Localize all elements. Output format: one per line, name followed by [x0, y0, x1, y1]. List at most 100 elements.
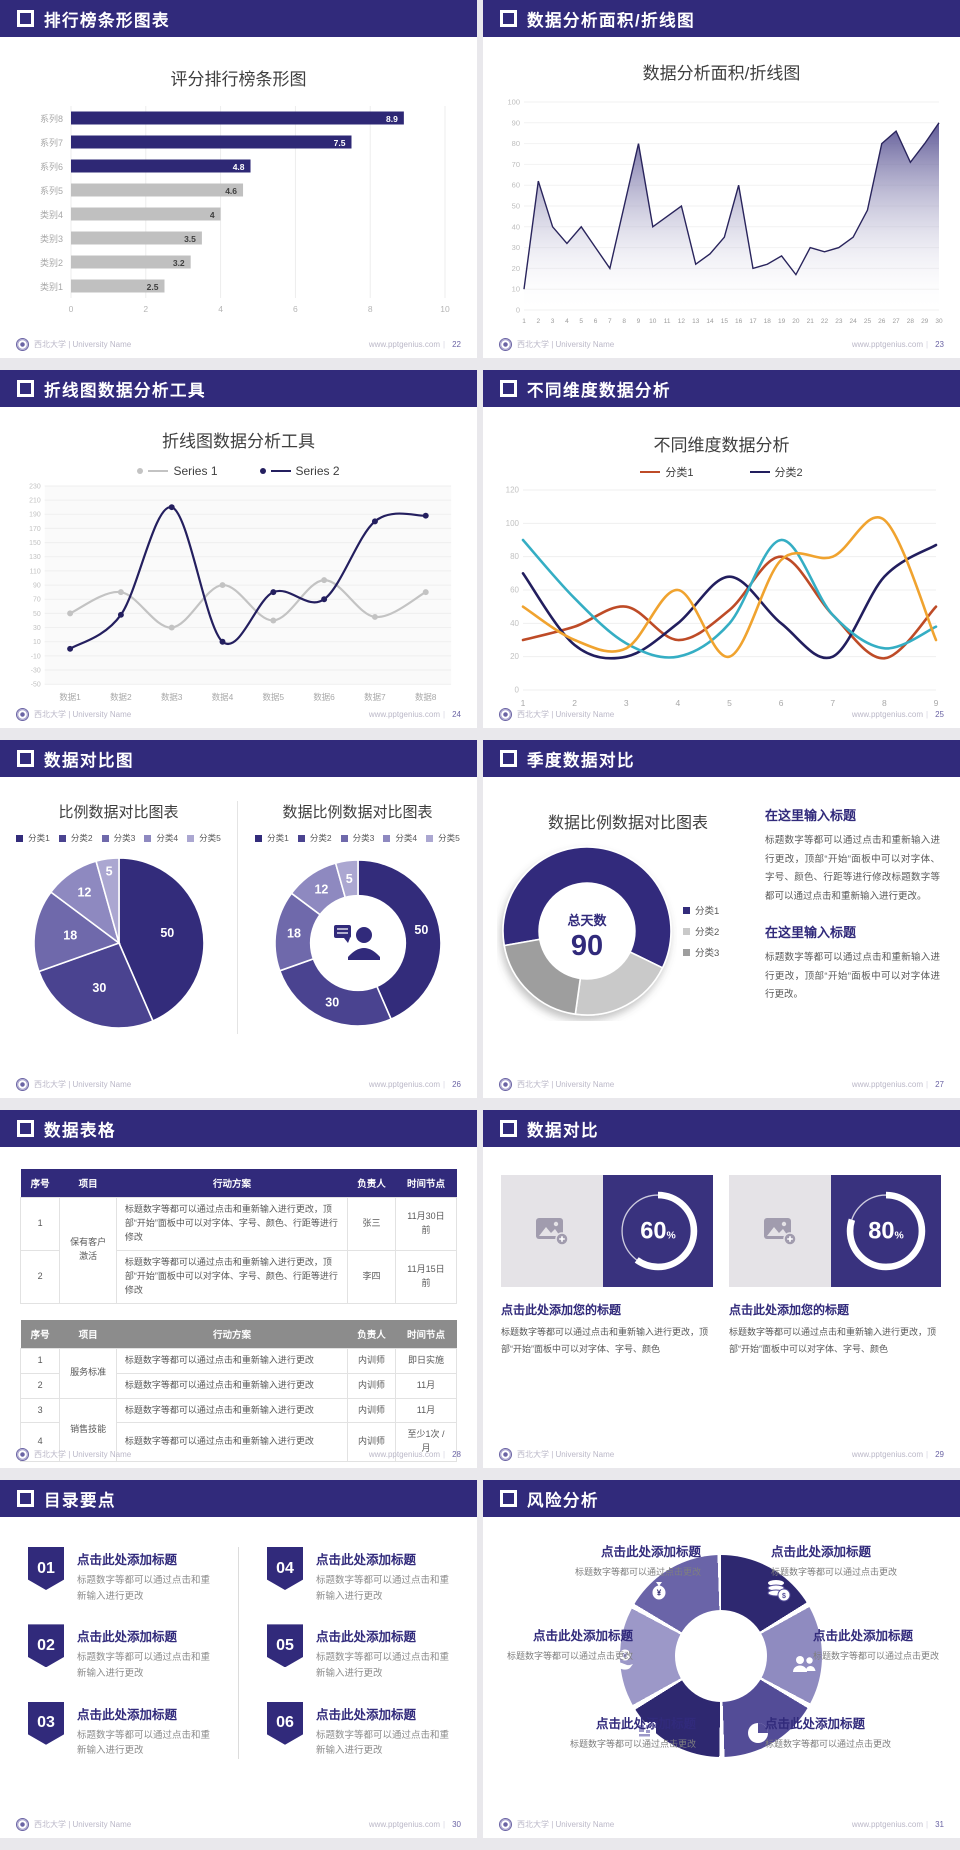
svg-text:-50: -50 — [30, 682, 40, 689]
slide-header-title: 不同维度数据分析 — [527, 381, 671, 400]
website: www.pptgenius.com — [851, 1820, 924, 1829]
slide-area-line[interactable]: 数据分析面积/折线图 数据分析面积/折线图 0 10 20 30 40 50 60 70 80 9… — [483, 0, 960, 358]
block-title: 在这里输入标题 — [765, 925, 857, 941]
slide-header-title: 折线图数据分析工具 — [44, 381, 206, 400]
slide-footer: 西北大学 | University Name www.pptgenius.com… — [0, 1448, 477, 1461]
svg-text:150: 150 — [29, 540, 41, 547]
svg-text:8: 8 — [882, 698, 887, 708]
slide-bar-ranking[interactable]: 排行榜条形图表 评分排行榜条形图 0 2 4 6 8 10 系列8 8.9 系列7 7.5 系列6 4… — [0, 0, 477, 358]
table-gray: 序号 项目 行动方案 负责人 时间节点 1 服务标准 标题数字等都可以通过点击和… — [19, 1319, 458, 1463]
page-number: 27 — [935, 1080, 944, 1089]
risk-item: 点击此处添加标题 标题数字等都可以通过点击更改 — [765, 1717, 892, 1749]
risk-item: 点击此处添加标题 标题数字等都可以通过点击更改 — [771, 1545, 898, 1577]
svg-text:¥: ¥ — [623, 1651, 628, 1660]
slide-header-title: 数据对比图 — [44, 751, 134, 770]
svg-text:30: 30 — [935, 318, 943, 325]
page-number: 22 — [452, 340, 461, 349]
slide-multi-dimension[interactable]: 不同维度数据分析 不同维度数据分析 分类1 分类2 120 100 80 60 40 20… — [483, 370, 960, 728]
pie-chart-icon — [748, 1723, 768, 1743]
svg-text:100: 100 — [505, 519, 519, 528]
svg-text:4: 4 — [209, 210, 214, 220]
slide-quarterly-comparison[interactable]: 季度数据对比 数据比例数据对比图表 总天数 90 分类1 分类2 分类3 在这里输… — [483, 740, 960, 1098]
svg-text:3: 3 — [550, 318, 554, 325]
donut-panel: 数据比例数据对比图表 总天数 90 分类1 分类2 分类3 — [497, 791, 759, 1021]
svg-text:12: 12 — [314, 883, 328, 897]
number-badge: 01 — [28, 1547, 64, 1590]
pie-chart: 50 30 18 12 5 — [32, 857, 205, 1029]
slide-line-tool[interactable]: 折线图数据分析工具 折线图数据分析工具 Series 1 Series 2 23… — [0, 370, 477, 728]
svg-text:17: 17 — [749, 318, 757, 325]
svg-text:数据7: 数据7 — [364, 692, 386, 702]
svg-text:29: 29 — [921, 318, 929, 325]
university-logo — [16, 1818, 29, 1831]
slide-header-bar: 数据表格 — [0, 1110, 477, 1147]
svg-text:4: 4 — [675, 698, 680, 708]
table-row: 1 保有客户激活 标题数字等都可以通过点击和重新输入进行更改，顶部“开始”面板中… — [19, 1197, 458, 1304]
svg-text:18: 18 — [763, 318, 771, 325]
image-placeholder — [729, 1175, 831, 1287]
slide-pie-comparison[interactable]: 数据对比图 比例数据对比图表 分类1 分类2 分类3 分类4 分类5 50 30 1… — [0, 740, 477, 1098]
svg-text:40: 40 — [510, 619, 519, 628]
svg-text:数据1: 数据1 — [59, 692, 81, 702]
square-bullet-icon — [17, 10, 34, 27]
svg-text:$: $ — [782, 1593, 786, 1600]
table-row: 1 服务标准 标题数字等都可以通过点击和重新输入进行更改 内训师 即日实施 — [19, 1347, 458, 1399]
slide-header-bar: 风险分析 — [483, 1480, 960, 1517]
compare-card: 60% 点击此处添加您的标题 标题数字等都可以通过点击和重新输入进行更改，顶部“… — [501, 1175, 713, 1358]
svg-text:50: 50 — [511, 202, 519, 211]
slide-data-contrast[interactable]: 数据对比 60% — [483, 1110, 960, 1468]
series1-marker — [137, 468, 144, 474]
slide-risk-analysis[interactable]: 风险分析 ¥ $ — [483, 1480, 960, 1838]
slide-header-bar: 数据对比图 — [0, 740, 477, 777]
toc-item: 03 点击此处添加标题 标题数字等都可以通过点击和重新输入进行更改 — [28, 1701, 218, 1759]
svg-text:¥: ¥ — [657, 1589, 662, 1598]
svg-text:90: 90 — [571, 930, 603, 962]
risk-item: 点击此处添加标题 标题数字等都可以通过点击更改 — [813, 1629, 940, 1661]
svg-text:3: 3 — [623, 698, 628, 708]
page-number: 26 — [452, 1080, 461, 1089]
svg-text:60: 60 — [510, 586, 519, 595]
chart-legend: 分类1 分类2 — [483, 464, 960, 480]
svg-text:2: 2 — [572, 698, 577, 708]
svg-text:90: 90 — [33, 583, 41, 590]
svg-text:4: 4 — [218, 304, 223, 314]
card-body: 标题数字等都可以通过点击和重新输入进行更改，顶部“开始”面板中可以对字体、字号、… — [501, 1327, 709, 1355]
risk-item: 点击此处添加标题 标题数字等都可以通过点击更改 — [506, 1629, 633, 1661]
page-number: 29 — [935, 1450, 944, 1459]
square-bullet-icon — [500, 750, 517, 767]
slide-footer: 西北大学 | University Name www.pptgenius.com… — [0, 338, 477, 351]
svg-text:30: 30 — [33, 625, 41, 632]
svg-text:16: 16 — [735, 318, 743, 325]
svg-text:3.2: 3.2 — [172, 258, 184, 268]
chart-title: 数据分析面积/折线图 — [642, 64, 801, 83]
slide-footer: 西北大学 | University Name www.pptgenius.com… — [483, 1448, 960, 1461]
university-name: 西北大学 | University Name — [517, 1080, 615, 1089]
slide-toc-points[interactable]: 目录要点 01 点击此处添加标题 标题数字等都可以通过点击和重新输入进行更改 02… — [0, 1480, 477, 1838]
bar-chart: 0 2 4 6 8 10 系列8 8.9 系列7 7.5 系列6 4.8 系列5 4.6 类别4 4 类别3 3.… — [39, 106, 449, 314]
svg-text:5: 5 — [727, 698, 732, 708]
svg-text:30: 30 — [511, 243, 519, 252]
university-name: 西北大学 | University Name — [34, 1450, 132, 1459]
legend-item: 分类1 — [640, 464, 694, 480]
university-name: 西北大学 | University Name — [34, 340, 132, 349]
slide-data-tables[interactable]: 数据表格 序号 项目 行动方案 负责人 时间节点 1 保有客户激活 标题数字等都… — [0, 1110, 477, 1468]
table-purple: 序号 项目 行动方案 负责人 时间节点 1 保有客户激活 标题数字等都可以通过点… — [19, 1169, 458, 1304]
svg-text:100: 100 — [507, 98, 520, 107]
svg-text:210: 210 — [29, 498, 41, 505]
svg-text:15: 15 — [720, 318, 728, 325]
risk-item: 点击此处添加标题 标题数字等都可以通过点击更改 — [569, 1717, 696, 1749]
svg-text:5: 5 — [105, 864, 112, 878]
slide-header-title: 数据对比 — [527, 1121, 599, 1140]
toc-item: 05 点击此处添加标题 标题数字等都可以通过点击和重新输入进行更改 — [267, 1624, 457, 1681]
progress-ring-80: 80% — [846, 1191, 926, 1271]
slide-footer: 西北大学 | University Name www.pptgenius.com… — [483, 1078, 960, 1091]
block-body: 标题数字等都可以通过点击和重新输入进行更改，顶部“开始”面板中可以对字体、字号、… — [765, 835, 940, 902]
money-bag-icon: ¥ — [652, 1582, 666, 1600]
university-logo — [16, 338, 29, 351]
number-badge: 06 — [267, 1701, 303, 1745]
svg-text:10: 10 — [649, 318, 657, 325]
svg-text:1: 1 — [520, 698, 525, 708]
university-name: 西北大学 | University Name — [517, 340, 615, 349]
square-bullet-icon — [17, 380, 34, 397]
